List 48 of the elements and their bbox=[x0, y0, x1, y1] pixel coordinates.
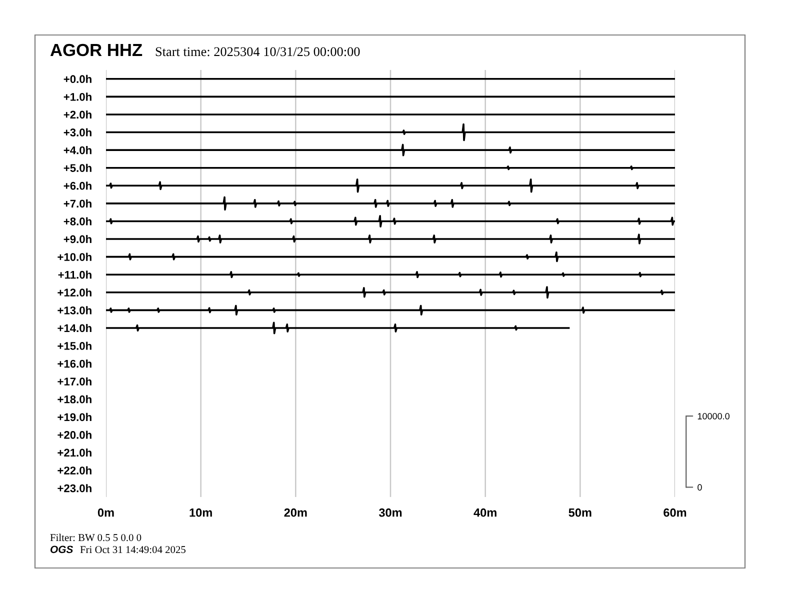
chart-subtitle: Start time: 2025304 10/31/25 00:00:00 bbox=[156, 47, 360, 56]
y-tick-label: +19.0h bbox=[58, 412, 92, 422]
y-tick-label: +6.0h bbox=[64, 182, 92, 190]
x-tick-label: 60m bbox=[664, 508, 686, 517]
y-tick-label: +20.0h bbox=[58, 430, 92, 439]
line-series bbox=[106, 286, 675, 299]
chart-title: AGOR HHZ bbox=[50, 44, 142, 56]
x-tick-label: 30m bbox=[378, 508, 402, 517]
y-tick-label: +7.0h bbox=[64, 199, 92, 208]
y-tick-label: +9.0h bbox=[64, 234, 92, 244]
line-series bbox=[106, 144, 675, 156]
y-tick-label: +10.0h bbox=[58, 252, 92, 261]
y-tick-label: +5.0h bbox=[64, 164, 92, 172]
y-tick-label: +12.0h bbox=[58, 288, 92, 297]
y-tick-label: +21.0h bbox=[58, 448, 92, 457]
y-tick-label: +3.0h bbox=[64, 128, 92, 136]
line-series bbox=[106, 322, 570, 334]
line-series bbox=[106, 178, 675, 193]
line-series bbox=[106, 304, 675, 316]
y2-tick-label: 0 bbox=[698, 484, 702, 491]
text: Filter: BW 0.5 5 0.0 0 bbox=[50, 534, 142, 542]
text: Fri Oct 31 14:49:04 2025 bbox=[80, 546, 186, 554]
x-tick-label: 20m bbox=[284, 508, 307, 517]
y-tick-label: +14.0h bbox=[58, 324, 92, 332]
y-tick-label: +2.0h bbox=[64, 110, 92, 119]
y-tick-label: +1.0h bbox=[64, 92, 92, 101]
x-tick-label: 0m bbox=[98, 508, 114, 517]
line-series bbox=[106, 234, 675, 244]
y-tick-label: +17.0h bbox=[58, 377, 92, 386]
y-tick-label: +11.0h bbox=[58, 270, 92, 279]
y-tick-label: +8.0h bbox=[64, 217, 92, 226]
x-tick-label: 40m bbox=[474, 508, 496, 517]
line-series bbox=[106, 123, 675, 142]
y-tick-label: +22.0h bbox=[58, 466, 92, 474]
text: OGS bbox=[50, 546, 74, 554]
line-series bbox=[106, 251, 675, 262]
y-tick-label: +4.0h bbox=[64, 146, 92, 154]
y2-tick-label: 10000.0 bbox=[698, 413, 730, 420]
y-tick-label: +15.0h bbox=[58, 342, 92, 350]
x-tick-label: 50m bbox=[568, 508, 592, 517]
y-tick-label: +23.0h bbox=[58, 484, 92, 492]
line-series bbox=[106, 196, 675, 211]
y-tick-label: +13.0h bbox=[58, 306, 92, 314]
y-tick-label: +18.0h bbox=[58, 395, 92, 404]
x-tick-label: 10m bbox=[190, 508, 212, 517]
y-tick-label: +16.0h bbox=[58, 360, 92, 368]
line-series bbox=[106, 214, 675, 228]
y-tick-label: +0.0h bbox=[64, 74, 92, 84]
